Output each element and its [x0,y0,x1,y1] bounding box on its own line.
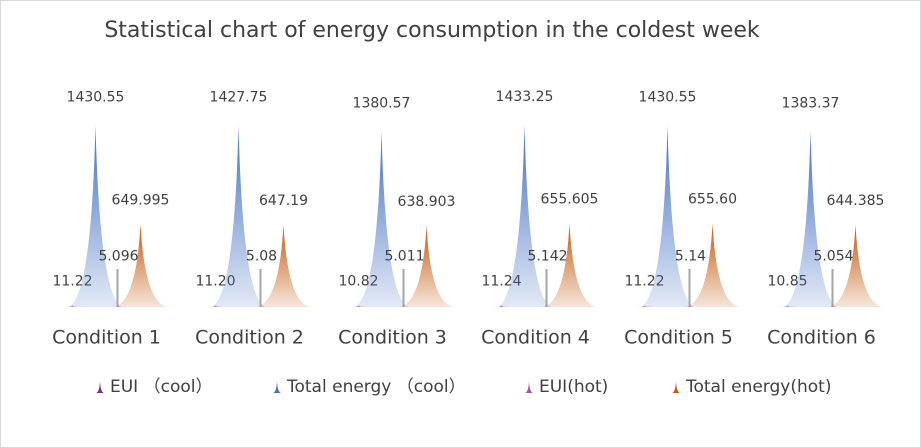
spike [68,125,123,307]
legend-marker [96,381,104,393]
data-label: 5.054 [813,248,853,264]
spike [211,125,266,307]
spike [113,224,168,307]
legend-marker [672,381,680,393]
chart-title: Statistical chart of energy consumption … [104,18,760,43]
data-label: 1430.55 [67,89,125,105]
spike [256,224,311,307]
data-label: 1433.25 [496,89,554,105]
data-label: 1430.55 [639,89,697,105]
x-tick-label: Condition 1 [52,327,161,349]
data-label: 1380.57 [353,96,411,112]
legend-label: EUI （cool） [110,377,212,397]
legend-label: Total energy （cool） [286,377,466,397]
data-label: 1427.75 [210,90,268,106]
x-tick-label: Condition 3 [338,327,447,349]
spike [685,223,740,307]
data-label: 5.011 [384,248,424,264]
data-label: 5.08 [246,248,277,264]
x-tick-label: Condition 5 [624,327,733,349]
x-tick-label: Condition 4 [481,327,590,349]
legend-label: EUI(hot) [539,377,608,397]
spike [640,125,695,307]
spike [783,131,838,307]
spike [497,125,552,307]
legend-marker [525,381,533,393]
data-label: 655.60 [688,192,737,208]
data-label: 5.142 [527,248,567,264]
spike [542,223,597,307]
data-label: 5.096 [98,248,138,264]
data-label: 644.385 [827,193,885,209]
data-label: 638.903 [398,194,456,210]
x-tick-label: Condition 2 [195,327,304,349]
legend-marker [273,381,281,393]
spike [354,131,409,307]
data-label: 1383.37 [782,95,840,111]
data-label: 655.605 [541,192,599,208]
data-label: 5.14 [675,248,706,264]
spike [399,225,454,307]
spike [828,225,883,307]
x-tick-label: Condition 6 [767,327,876,349]
data-label: 649.995 [112,192,170,208]
data-label: 647.19 [259,193,308,209]
legend-label: Total energy(hot) [685,377,831,397]
